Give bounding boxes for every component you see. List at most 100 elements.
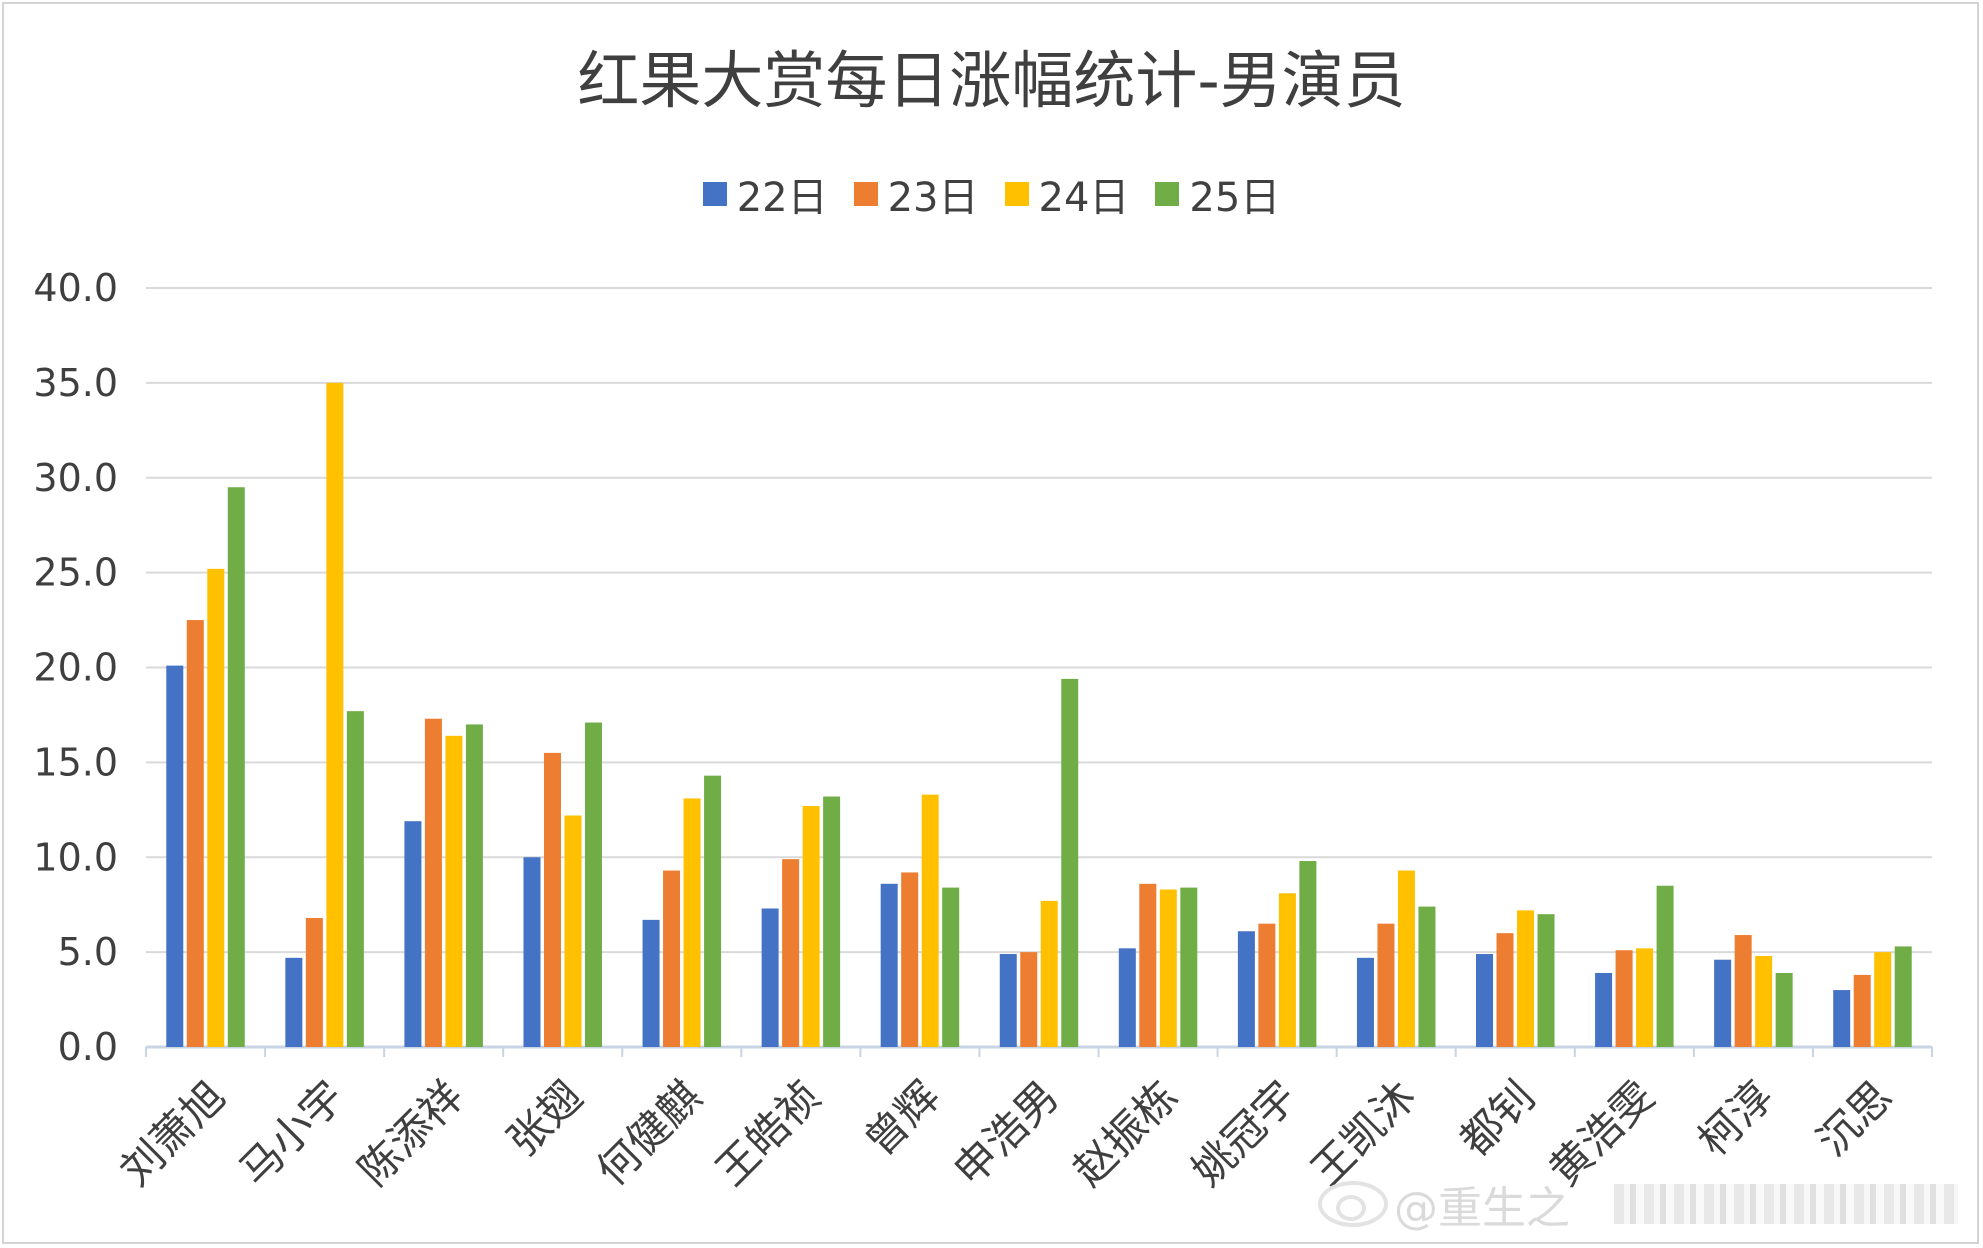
bar: [901, 872, 919, 1047]
legend-swatch: [1155, 182, 1180, 206]
bar: [782, 859, 800, 1047]
bar: [227, 487, 245, 1047]
x-tick-label: 姚冠宇: [1182, 1071, 1306, 1195]
legend-item: 24日: [1004, 165, 1130, 223]
bar: [1356, 957, 1374, 1047]
x-tick-label: 赵振栋: [1063, 1071, 1187, 1195]
bar: [1299, 861, 1317, 1047]
bar: [1595, 972, 1613, 1047]
x-tick-label: 曾辉: [855, 1071, 949, 1165]
bar: [305, 917, 323, 1047]
bar: [465, 724, 483, 1047]
bar: [584, 722, 602, 1047]
legend-label: 23日: [887, 175, 979, 221]
bar: [1040, 900, 1058, 1047]
bar: [1615, 950, 1633, 1047]
bar: [445, 735, 463, 1047]
bar: [999, 954, 1017, 1047]
x-tick-label: 沉思: [1807, 1071, 1901, 1165]
bar: [1020, 952, 1038, 1047]
bar: [802, 806, 820, 1047]
bar: [1833, 990, 1851, 1047]
bar: [1180, 887, 1198, 1047]
legend-swatch: [702, 182, 727, 206]
legend-item: 22日: [702, 165, 828, 223]
bar: [543, 752, 561, 1047]
bar: [523, 857, 541, 1047]
x-tick-label: 柯淳: [1688, 1071, 1782, 1165]
bar: [424, 718, 442, 1047]
bar: [1258, 923, 1276, 1047]
bar: [1139, 883, 1157, 1047]
watermark-obscured-text: [1614, 1184, 1958, 1224]
legend-swatch: [853, 182, 878, 206]
bar: [186, 620, 204, 1047]
bar: [761, 908, 779, 1047]
bar: [1278, 893, 1296, 1047]
bar: [1237, 931, 1255, 1047]
bar: [1476, 954, 1494, 1047]
bar: [1874, 952, 1892, 1047]
bar: [1377, 923, 1395, 1047]
y-tick-label: 20.0: [33, 646, 118, 690]
chart-legend: 22日 23日 24日 25日: [0, 165, 1983, 223]
y-tick-label: 40.0: [33, 266, 118, 310]
legend-swatch: [1004, 182, 1029, 206]
bar: [1775, 972, 1793, 1047]
bar: [1118, 948, 1136, 1047]
x-tick-label: 陈添祥: [349, 1071, 473, 1195]
y-tick-label: 35.0: [33, 361, 118, 405]
bar: [1656, 885, 1674, 1047]
bar: [326, 382, 344, 1047]
bar: [285, 957, 303, 1047]
legend-label: 22日: [736, 175, 828, 221]
x-tick-label: 申浩男: [944, 1071, 1068, 1195]
bar: [207, 568, 225, 1047]
legend-label: 24日: [1038, 175, 1130, 221]
x-tick-label: 都钊: [1450, 1071, 1544, 1165]
y-tick-label: 5.0: [58, 930, 118, 974]
legend-label: 25日: [1189, 175, 1281, 221]
x-tick-label: 刘萧旭: [111, 1071, 235, 1195]
bar: [1853, 974, 1871, 1047]
bar: [1636, 948, 1654, 1047]
bar: [1714, 959, 1732, 1047]
x-tick-label: 王皓祯: [706, 1071, 830, 1195]
y-tick-label: 30.0: [33, 456, 118, 500]
bar: [921, 794, 939, 1047]
bar: [404, 821, 422, 1047]
bar: [1159, 889, 1177, 1047]
y-tick-label: 15.0: [33, 740, 118, 784]
bar: [642, 919, 660, 1047]
bar: [564, 815, 582, 1047]
bar: [1755, 955, 1773, 1047]
bar: [1496, 933, 1514, 1047]
weibo-logo-icon: [1318, 1181, 1388, 1227]
bar: [1734, 935, 1752, 1047]
watermark: @重生之: [1318, 1178, 1958, 1234]
bar: [823, 796, 841, 1047]
watermark-text: @重生之: [1394, 1183, 1570, 1234]
bar: [166, 665, 184, 1047]
x-tick-label: 张翅: [498, 1071, 592, 1165]
y-tick-label: 25.0: [33, 551, 118, 595]
bar: [1517, 910, 1535, 1047]
bar: [663, 870, 681, 1047]
bar: [704, 775, 722, 1047]
bar: [1061, 678, 1079, 1047]
bar: [683, 798, 701, 1047]
bar: [1894, 946, 1912, 1047]
bar: [1418, 906, 1436, 1047]
y-tick-label: 10.0: [33, 835, 118, 879]
bar: [346, 711, 364, 1047]
x-tick-label: 马小宇: [230, 1071, 354, 1195]
legend-item: 23日: [853, 165, 979, 223]
chart-title: 红果大赏每日涨幅统计-男演员: [577, 44, 1406, 117]
legend-item: 25日: [1155, 165, 1280, 223]
x-tick-label: 何健麒: [587, 1071, 711, 1195]
bar: [942, 887, 960, 1047]
bar: [880, 883, 898, 1047]
bar: [1397, 870, 1415, 1047]
y-tick-label: 0.0: [58, 1025, 118, 1069]
